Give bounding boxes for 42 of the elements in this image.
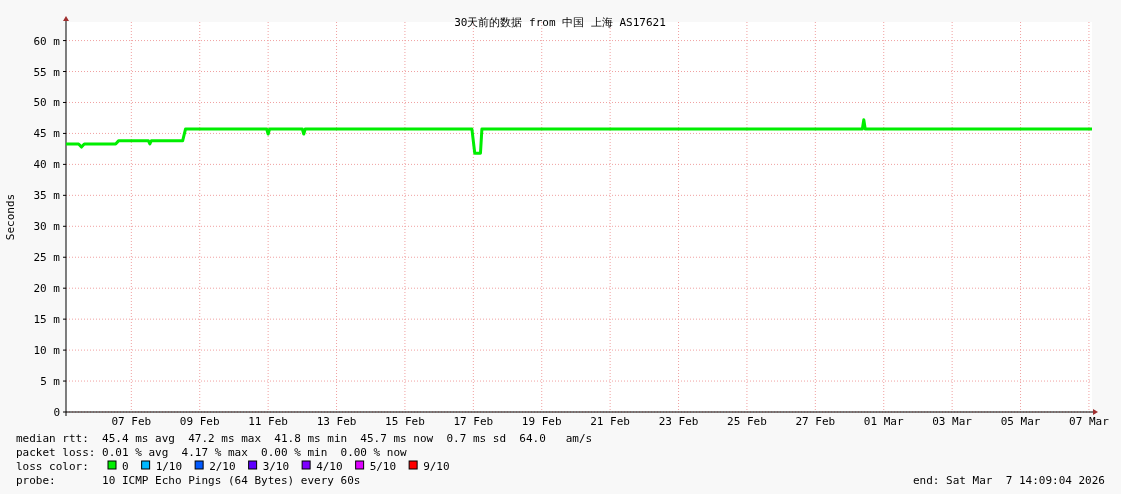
x-tick-label: 05 Mar <box>1000 415 1041 428</box>
y-tick-label: 35 m <box>33 189 61 203</box>
legend-label: 9/10 <box>423 460 450 473</box>
x-tick-label: 21 Feb <box>590 415 631 428</box>
y-tick-label: 55 m <box>33 65 61 79</box>
x-tick-label: 01 Mar <box>863 415 904 428</box>
y-tick-label: 0 <box>53 406 60 419</box>
y-tick-label: 10 m <box>33 344 61 358</box>
legend-title: loss color: <box>16 460 89 473</box>
legend-label: 1/10 <box>155 460 183 473</box>
legend-label: 5/10 <box>369 460 397 473</box>
y-tick-label: 5 m <box>40 375 61 389</box>
x-tick-label: 23 Feb <box>658 415 699 428</box>
y-tick-label: 20 m <box>33 282 61 296</box>
y-tick-label: 25 m <box>33 251 61 265</box>
legend-label: 0 <box>122 460 129 473</box>
x-tick-label: 17 Feb <box>453 415 494 428</box>
y-tick-label: 15 m <box>33 313 61 327</box>
legend-label: 3/10 <box>262 460 290 473</box>
x-tick-label: 13 Feb <box>316 415 357 428</box>
text: end: Sat Mar 7 14:09:04 2026 <box>912 474 1105 487</box>
chart-title: 30天前的数据 from 中国 上海 AS17621 <box>454 16 666 29</box>
y-tick-label: 60 m <box>33 34 61 48</box>
y-axis-title: Seconds <box>4 193 17 241</box>
x-tick-label: 03 Mar <box>932 415 973 428</box>
legend-label: 4/10 <box>316 460 343 473</box>
x-tick-label: 07 Mar <box>1069 415 1110 428</box>
x-tick-label: 27 Feb <box>795 415 836 428</box>
y-tick-label: 40 m <box>33 158 61 172</box>
y-tick-label: 30 m <box>33 220 61 234</box>
x-tick-label: 19 Feb <box>521 415 562 428</box>
y-tick-label: 50 m <box>33 96 61 110</box>
y-tick-label: 45 m <box>33 127 61 141</box>
x-tick-label: 11 Feb <box>248 415 289 428</box>
text: probe: 10 ICMP Echo Pings (64 Bytes) every 60s <box>16 474 361 487</box>
x-tick-label: 09 Feb <box>179 415 220 428</box>
text: median rtt: 45.4 ms avg 47.2 ms max 41.8 ms min 45.7 ms now 0.7 ms sd 64.0 am/s <box>16 432 593 445</box>
x-tick-label: 07 Feb <box>111 415 152 428</box>
x-tick-label: 15 Feb <box>385 415 425 428</box>
text: packet loss: 0.01 % avg 4.17 % max 0.00 % min 0.00 % now <box>16 446 408 459</box>
x-tick-label: 25 Feb <box>727 415 767 428</box>
legend-label: 2/10 <box>209 460 236 473</box>
